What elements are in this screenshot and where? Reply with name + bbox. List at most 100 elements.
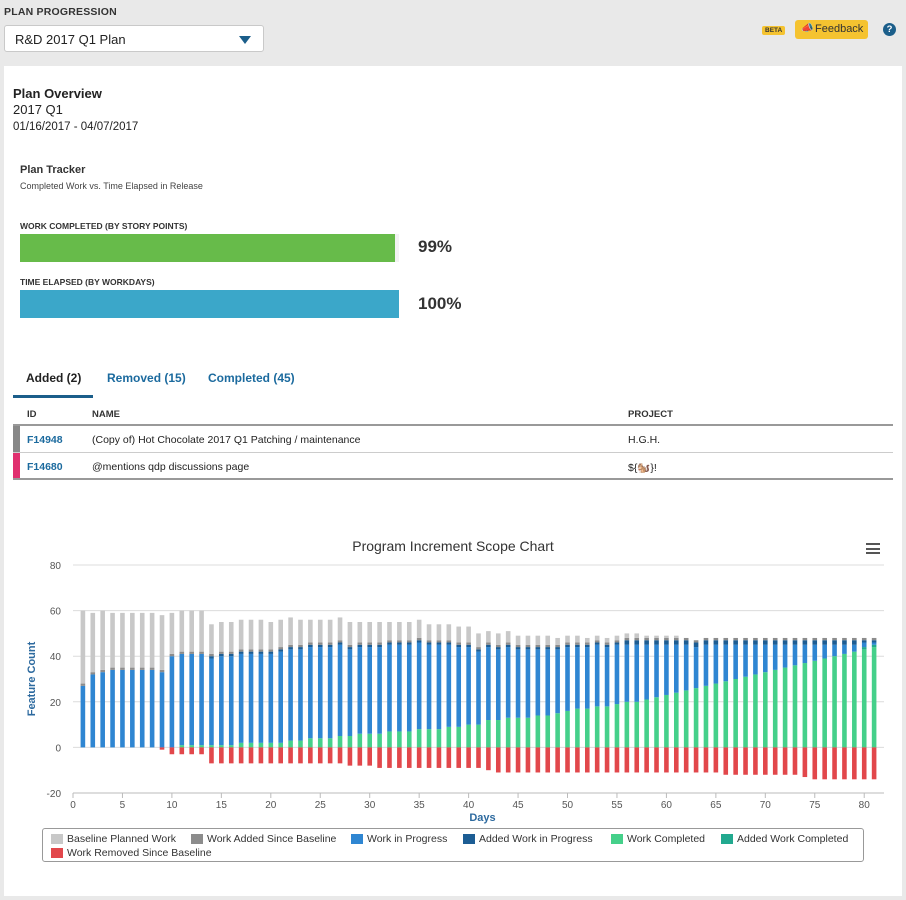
bar-segment-added-in-progress xyxy=(228,653,234,657)
bar-segment-work-removed xyxy=(209,747,214,764)
bar-segment-added-work xyxy=(357,642,363,645)
bar-segment-added-completed xyxy=(861,647,867,650)
bar-segment-added-work xyxy=(812,637,818,641)
feature-id-link[interactable]: F14948 xyxy=(27,434,63,446)
bar-segment-baseline-planned xyxy=(634,633,640,638)
bar-segment-work-in-progress xyxy=(179,653,185,746)
bar-segment-work-removed xyxy=(248,747,254,764)
bar-segment-added-in-progress xyxy=(802,640,808,645)
x-tick-label: 30 xyxy=(364,800,376,811)
bar-segment-added-work xyxy=(871,637,877,641)
help-icon[interactable]: ? xyxy=(883,23,896,36)
bar-segment-added-work xyxy=(337,640,343,643)
bar-segment-baseline-planned xyxy=(644,635,649,638)
bar-segment-added-in-progress xyxy=(624,640,630,645)
bar-segment-work-in-progress xyxy=(169,656,175,748)
bar-segment-added-in-progress xyxy=(861,640,867,643)
x-tick-label: 5 xyxy=(120,800,126,811)
bar-segment-added-work xyxy=(456,642,462,645)
bar-segment-baseline-planned xyxy=(535,635,541,645)
tab-removed[interactable]: Removed (15) xyxy=(107,371,186,385)
bar-segment-work-in-progress xyxy=(100,672,105,748)
tab-added[interactable]: Added (2) xyxy=(26,371,82,385)
bar-segment-added-in-progress xyxy=(683,640,689,645)
bar-segment-work-in-progress xyxy=(327,647,333,739)
column-header-name[interactable]: NAME xyxy=(92,409,120,420)
legend-swatch xyxy=(351,834,363,844)
bar-segment-work-completed xyxy=(822,658,827,748)
bar-segment-work-removed xyxy=(703,747,709,773)
time-elapsed-bar xyxy=(20,290,399,318)
bar-segment-baseline-planned xyxy=(525,635,531,645)
bar-segment-work-in-progress xyxy=(654,644,659,698)
bar-segment-work-removed xyxy=(575,747,580,773)
feature-id-link[interactable]: F14680 xyxy=(27,461,63,473)
bar-segment-work-completed xyxy=(456,726,462,748)
bar-segment-work-completed xyxy=(575,708,580,748)
chart-menu-icon[interactable] xyxy=(866,543,880,554)
bar-segment-work-in-progress xyxy=(832,644,837,657)
bar-segment-work-removed xyxy=(288,747,293,764)
bar-segment-work-in-progress xyxy=(288,649,293,741)
bar-segment-work-removed xyxy=(367,747,373,766)
feedback-button[interactable]: 📣 Feedback xyxy=(795,20,868,39)
bar-segment-added-work xyxy=(367,642,373,645)
bar-segment-work-completed xyxy=(525,717,531,748)
bar-segment-work-removed xyxy=(317,747,323,764)
bar-segment-added-work xyxy=(486,642,491,645)
bar-segment-added-work xyxy=(466,642,471,645)
bar-segment-added-in-progress xyxy=(268,651,274,654)
bar-segment-work-in-progress xyxy=(406,644,412,732)
column-header-id[interactable]: ID xyxy=(27,409,37,420)
bar-segment-added-work xyxy=(634,637,640,641)
bar-segment-baseline-planned xyxy=(466,626,471,643)
bar-segment-work-in-progress xyxy=(644,644,649,700)
bar-segment-added-work xyxy=(545,644,551,648)
bar-segment-added-work xyxy=(842,637,847,641)
bar-segment-work-removed xyxy=(871,747,877,780)
bar-segment-work-removed xyxy=(624,747,630,773)
bar-segment-work-removed xyxy=(683,747,689,773)
bar-segment-added-work xyxy=(476,647,481,650)
bar-segment-work-in-progress xyxy=(367,647,373,734)
bar-segment-added-in-progress xyxy=(584,644,590,648)
feature-name: @mentions qdp discussions page xyxy=(92,461,250,473)
bar-segment-added-work xyxy=(822,637,827,641)
bar-segment-baseline-planned xyxy=(327,619,333,643)
bar-segment-work-completed xyxy=(298,740,303,748)
bar-segment-baseline-planned xyxy=(456,626,462,643)
bar-segment-work-removed xyxy=(495,747,501,773)
bar-segment-baseline-planned xyxy=(139,612,145,668)
bar-segment-added-work xyxy=(446,640,452,643)
column-header-project[interactable]: PROJECT xyxy=(628,409,673,420)
bar-segment-added-in-progress xyxy=(733,640,738,645)
tab-completed[interactable]: Completed (45) xyxy=(208,371,295,385)
bar-segment-work-removed xyxy=(584,747,590,773)
bar-segment-work-in-progress xyxy=(426,644,432,730)
bar-segment-baseline-planned xyxy=(674,635,679,638)
bar-segment-work-removed xyxy=(169,747,175,755)
tracker-subtitle: Completed Work vs. Time Elapsed in Relea… xyxy=(20,181,203,191)
bar-segment-baseline-planned xyxy=(476,633,481,648)
bar-segment-work-removed xyxy=(555,747,560,773)
bar-segment-added-work xyxy=(278,647,283,650)
work-completed-percent: 99% xyxy=(418,237,453,256)
bar-segment-added-work xyxy=(248,649,254,652)
legend-label: Work Completed xyxy=(627,833,706,845)
bar-segment-work-in-progress xyxy=(871,642,877,645)
plan-select[interactable]: R&D 2017 Q1 Plan xyxy=(4,25,264,52)
bar-segment-added-in-progress xyxy=(317,644,323,648)
bar-segment-added-in-progress xyxy=(377,644,382,648)
bar-segment-added-work xyxy=(298,644,303,648)
bar-segment-added-in-progress xyxy=(436,642,442,645)
bar-segment-work-completed xyxy=(713,683,719,748)
legend-label: Work Removed Since Baseline xyxy=(67,847,212,859)
bar-segment-work-removed xyxy=(861,747,867,780)
bar-segment-baseline-planned xyxy=(604,637,610,643)
bar-segment-work-removed xyxy=(426,747,432,768)
bar-segment-work-completed xyxy=(753,674,758,748)
bar-segment-work-removed xyxy=(713,747,719,773)
bar-segment-work-in-progress xyxy=(317,647,323,739)
bar-segment-work-completed xyxy=(179,745,185,748)
bar-segment-work-removed xyxy=(743,747,748,775)
